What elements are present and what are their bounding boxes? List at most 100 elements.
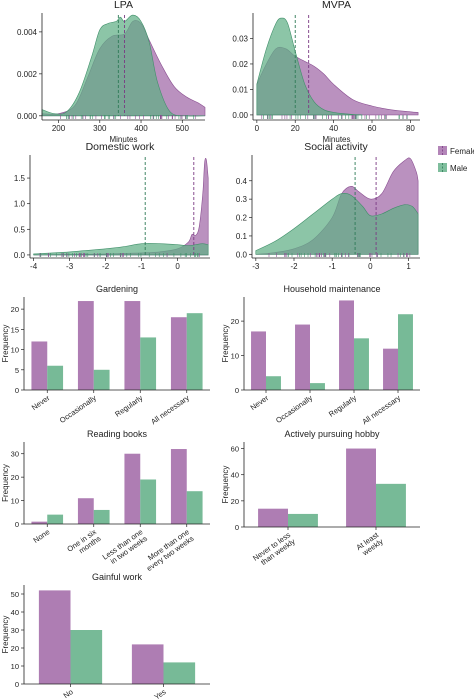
x-tick-label-line: No: [62, 687, 75, 700]
y-tick-label: 30: [11, 626, 19, 635]
x-tick-label-line: None: [32, 527, 52, 545]
density-male: [255, 193, 419, 255]
x-tick-label: Occasionally: [274, 393, 314, 425]
y-tick-label: 0.000: [17, 112, 38, 121]
x-tick-label: -1: [329, 262, 337, 271]
x-tick-label: 500: [176, 124, 190, 133]
bar-female: [170, 317, 187, 390]
bar-male: [288, 513, 318, 527]
density-male: [256, 17, 363, 116]
x-tick-label: 300: [93, 124, 107, 133]
x-tick-label: All necessary: [360, 393, 402, 426]
bar-female: [77, 498, 94, 524]
legend-label-female: Female: [450, 147, 474, 156]
x-tick-label-line: Occasionally: [274, 393, 314, 425]
x-tick-label: -3: [252, 262, 260, 271]
bar-female: [383, 348, 398, 390]
chart-title: Gardening: [96, 284, 138, 294]
y-tick-label: 20: [11, 473, 19, 482]
x-tick-label: Regularly: [327, 393, 358, 419]
bar-female: [258, 508, 288, 527]
density-male: [33, 243, 209, 256]
x-tick-label: -2: [102, 262, 110, 271]
panel-mvpa: MVPA 0.00 0.01 0.02 0.03 0 20 40 60 80 Minutes: [232, 0, 420, 144]
y-axis-label: Frequency: [1, 464, 10, 502]
x-tick-label: 0: [368, 262, 373, 271]
bar-female: [31, 521, 48, 524]
x-tick-label: 1: [406, 262, 411, 271]
y-tick-label: 0: [235, 523, 239, 532]
bar-male: [354, 338, 369, 390]
x-tick-label-line: All necessary: [149, 393, 191, 426]
bar-female: [339, 300, 354, 390]
x-tick-label-line: Yes: [152, 687, 167, 700]
bar-female: [124, 301, 141, 390]
y-tick-label: 10: [11, 497, 19, 506]
chart-title: Social activity: [304, 141, 368, 153]
bar-male: [398, 314, 413, 390]
chart-title: Household maintenance: [283, 284, 380, 294]
bar-female: [170, 449, 187, 524]
y-axis-label: Frequency: [221, 325, 230, 363]
x-tick-label: 400: [134, 124, 148, 133]
y-tick-label: 0: [15, 520, 19, 529]
y-tick-label: 0.03: [232, 34, 248, 43]
bar-male: [70, 630, 103, 684]
x-tick-label: 40: [329, 124, 338, 133]
x-tick-label-line: Regularly: [327, 393, 358, 419]
bar-male: [93, 369, 110, 390]
x-tick-label: -3: [66, 262, 74, 271]
x-tick-label-line: Occasionally: [58, 393, 98, 425]
x-tick-label-line: Never: [30, 393, 52, 412]
y-tick-label: 0: [15, 680, 19, 689]
x-tick-label: 0: [255, 124, 260, 133]
y-tick-label: 0.3: [236, 195, 248, 204]
y-tick-label: 20: [11, 644, 19, 653]
x-tick-label: Never: [249, 393, 271, 412]
bar-male: [266, 376, 281, 390]
y-tick-label: 0.01: [232, 85, 248, 94]
bar-female: [38, 590, 71, 684]
density-male: [41, 14, 206, 117]
bar-male: [310, 383, 325, 390]
x-tick-label: No: [62, 687, 75, 700]
y-tick-label: 15: [11, 325, 19, 334]
bar-female: [77, 301, 94, 390]
bar-female: [31, 341, 48, 390]
y-axis-label: Frequency: [221, 466, 230, 504]
x-tick-label: -1: [138, 262, 146, 271]
bar-male: [186, 491, 203, 524]
bar-female: [131, 644, 164, 684]
bar-male: [140, 337, 157, 390]
panel-social: Social activity 0.0 0.1 0.2 0.3 0.4 -3 -2 -1 0 1: [236, 141, 420, 271]
legend: Female Male: [438, 146, 474, 173]
x-axis-label: Minutes: [322, 135, 350, 144]
x-tick-label: Regularly: [113, 393, 144, 419]
y-tick-label: 40: [231, 471, 239, 480]
x-tick-label: -2: [290, 262, 298, 271]
y-tick-label: 40: [11, 608, 19, 617]
panel-domestic: Domestic work 0.0 0.5 1.0 1.5 -4 -3 -2 -1 0: [14, 141, 210, 271]
y-tick-label: 0.2: [236, 214, 248, 223]
y-tick-label: 0.00: [232, 111, 248, 120]
bar-female: [346, 448, 376, 527]
bar-female: [124, 453, 141, 524]
x-tick-label-line: Regularly: [113, 393, 144, 419]
x-tick-label: 20: [291, 124, 300, 133]
y-tick-label: 20: [231, 497, 239, 506]
y-tick-label: 0.0: [14, 251, 26, 260]
chart-title: Reading books: [87, 429, 148, 439]
x-tick-label: Never: [30, 393, 52, 412]
panel-lpa: LPA 0.000 0.002 0.004 200 300 400 500 Minutes: [17, 0, 206, 144]
y-tick-label: 0.02: [232, 60, 248, 69]
chart-title: Gainful work: [92, 572, 143, 582]
x-tick-label: None: [32, 527, 52, 545]
x-tick-label-line: All necessary: [360, 393, 402, 426]
x-tick-label-line: Never: [249, 393, 271, 412]
y-tick-label: 10: [11, 346, 19, 355]
x-tick-label: 60: [368, 124, 377, 133]
